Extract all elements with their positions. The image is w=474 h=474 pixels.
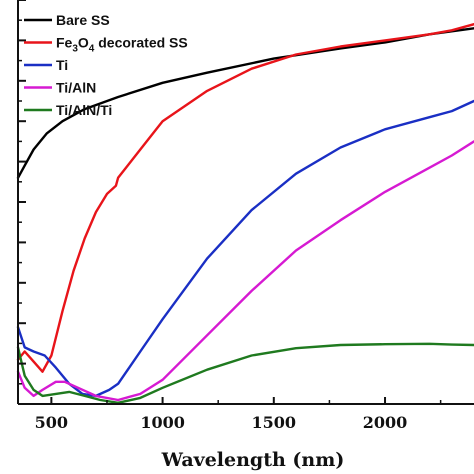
legend-label: Ti/AlN	[56, 80, 96, 96]
x-axis-title: Wavelength (nm)	[161, 449, 345, 471]
series-line-4	[16, 342, 474, 404]
x-tick-label: 1500	[252, 413, 297, 432]
plot-area	[16, 23, 474, 404]
x-tick-label: 500	[35, 413, 68, 432]
series-line-2	[16, 99, 474, 398]
x-tick-label: 2000	[363, 413, 408, 432]
series-line-0	[16, 27, 474, 179]
x-axis: 500 1000 1500 2000	[18, 397, 474, 432]
legend-label: Ti	[56, 57, 68, 73]
series-line-1	[16, 23, 474, 373]
x-tick-label: 1000	[140, 413, 185, 432]
series-line-3	[16, 140, 474, 402]
legend-label: Ti/AlN/Ti	[56, 102, 112, 118]
legend-label: Fe3O4 decorated SS	[56, 35, 188, 55]
legend: Bare SS Fe3O4 decorated SS Ti Ti/AlN Ti/AlN/…	[24, 12, 188, 118]
legend-label: Bare SS	[56, 12, 110, 28]
y-axis	[17, 0, 26, 405]
